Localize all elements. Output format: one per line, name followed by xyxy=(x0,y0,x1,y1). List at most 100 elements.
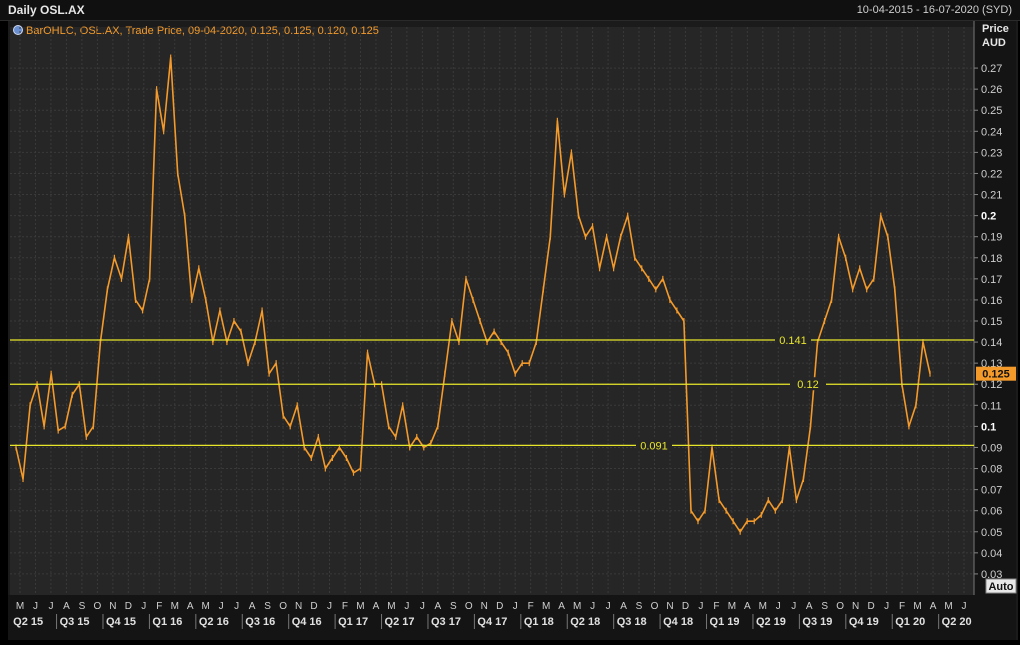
plot-area xyxy=(10,27,974,595)
x-month-label: A xyxy=(930,601,937,612)
x-quarter-label: Q3 16 xyxy=(245,616,275,628)
y-tick-label: 0.07 xyxy=(981,485,1002,497)
x-month-label: M xyxy=(356,601,364,612)
reference-line-label: 0.12 xyxy=(797,379,818,391)
x-quarter-label: Q2 17 xyxy=(385,616,415,628)
x-month-label: N xyxy=(109,601,116,612)
x-quarter-label: Q3 18 xyxy=(617,616,647,628)
price-chart[interactable]: BarOHLC, OSL.AX, Trade Price, 09-04-2020… xyxy=(8,21,1018,640)
x-month-label: S xyxy=(636,601,643,612)
x-month-label: N xyxy=(852,601,859,612)
price-axis-label: Price xyxy=(982,23,1009,35)
x-month-label: J xyxy=(884,601,889,612)
x-month-label: D xyxy=(125,601,132,612)
x-month-label: A xyxy=(187,601,194,612)
x-month-label: D xyxy=(310,601,317,612)
x-month-label: J xyxy=(962,601,967,612)
y-tick-label: 0.19 xyxy=(981,232,1002,244)
y-tick-label: 0.18 xyxy=(981,253,1002,265)
x-month-label: D xyxy=(682,601,689,612)
x-month-label: M xyxy=(202,601,210,612)
y-tick-label: 0.09 xyxy=(981,442,1002,454)
x-month-label: J xyxy=(776,601,781,612)
x-month-label: F xyxy=(156,601,162,612)
x-month-label: A xyxy=(435,601,442,612)
x-month-label: F xyxy=(342,601,348,612)
x-quarter-label: Q1 16 xyxy=(152,616,182,628)
x-month-label: N xyxy=(666,601,673,612)
x-month-label: M xyxy=(573,601,581,612)
x-month-label: O xyxy=(651,601,659,612)
y-tick-label: 0.06 xyxy=(981,506,1002,518)
y-tick-label: 0.2 xyxy=(981,211,996,223)
x-quarter-label: Q4 19 xyxy=(849,616,879,628)
x-month-label: O xyxy=(465,601,473,612)
x-month-label: J xyxy=(327,601,332,612)
x-quarter-label: Q2 19 xyxy=(756,616,786,628)
x-month-label: J xyxy=(234,601,239,612)
x-quarter-label: Q1 19 xyxy=(710,616,740,628)
y-tick-label: 0.03 xyxy=(981,569,1002,581)
y-tick-label: 0.11 xyxy=(981,400,1002,412)
x-quarter-label: Q2 20 xyxy=(942,616,972,628)
x-month-label: D xyxy=(496,601,503,612)
x-month-label: A xyxy=(249,601,256,612)
x-month-label: A xyxy=(373,601,380,612)
y-tick-label: 0.15 xyxy=(981,316,1002,328)
x-month-label: J xyxy=(48,601,53,612)
settings-icon[interactable] xyxy=(13,25,23,35)
x-month-label: S xyxy=(264,601,271,612)
x-month-label: F xyxy=(713,601,719,612)
chart-frame[interactable]: BarOHLC, OSL.AX, Trade Price, 09-04-2020… xyxy=(8,21,1018,640)
y-tick-label: 0.17 xyxy=(981,274,1002,286)
x-month-label: N xyxy=(295,601,302,612)
y-tick-label: 0.14 xyxy=(981,337,1002,349)
reference-line-label: 0.091 xyxy=(640,440,668,452)
last-price-label: 0.125 xyxy=(982,369,1010,381)
x-quarter-label: Q4 17 xyxy=(477,616,507,628)
y-tick-label: 0.25 xyxy=(981,105,1002,117)
x-month-label: J xyxy=(141,601,146,612)
x-month-label: A xyxy=(806,601,813,612)
x-month-label: F xyxy=(899,601,905,612)
reference-line-label: 0.141 xyxy=(779,335,807,347)
y-tick-label: 0.22 xyxy=(981,168,1002,180)
x-quarter-label: Q4 16 xyxy=(292,616,322,628)
auto-scale-button[interactable] xyxy=(985,578,1017,594)
x-month-label: M xyxy=(387,601,395,612)
x-month-label: J xyxy=(219,601,224,612)
x-month-label: J xyxy=(590,601,595,612)
x-quarter-label: Q4 15 xyxy=(106,616,136,628)
date-range: 10-04-2015 - 16-07-2020 (SYD) xyxy=(856,4,1012,16)
x-month-label: A xyxy=(620,601,627,612)
x-quarter-label: Q1 17 xyxy=(338,616,368,628)
x-quarter-label: Q2 18 xyxy=(570,616,600,628)
x-quarter-label: Q3 19 xyxy=(802,616,832,628)
x-month-label: J xyxy=(33,601,38,612)
x-month-label: S xyxy=(450,601,457,612)
x-month-label: J xyxy=(513,601,518,612)
reference-label-bg xyxy=(790,377,826,391)
y-tick-label: 0.08 xyxy=(981,464,1002,476)
y-tick-label: 0.21 xyxy=(981,190,1002,202)
x-month-label: M xyxy=(728,601,736,612)
y-tick-label: 0.05 xyxy=(981,527,1002,539)
currency-label: AUD xyxy=(982,37,1006,49)
chart-title: Daily OSL.AX xyxy=(8,3,85,17)
y-tick-label: 0.24 xyxy=(981,126,1002,138)
x-month-label: M xyxy=(759,601,767,612)
x-month-label: M xyxy=(542,601,550,612)
y-tick-label: 0.04 xyxy=(981,548,1002,560)
y-tick-label: 0.1 xyxy=(981,421,996,433)
x-month-label: F xyxy=(528,601,534,612)
x-quarter-label: Q1 18 xyxy=(524,616,554,628)
x-month-label: A xyxy=(63,601,70,612)
y-tick-label: 0.23 xyxy=(981,147,1002,159)
reference-label-bg xyxy=(775,332,811,346)
x-quarter-label: Q3 17 xyxy=(431,616,461,628)
x-month-label: S xyxy=(79,601,86,612)
x-month-label: M xyxy=(944,601,952,612)
x-month-label: J xyxy=(698,601,703,612)
window-titlebar: Daily OSL.AX 10-04-2015 - 16-07-2020 (SY… xyxy=(0,0,1020,21)
y-tick-label: 0.26 xyxy=(981,84,1002,96)
